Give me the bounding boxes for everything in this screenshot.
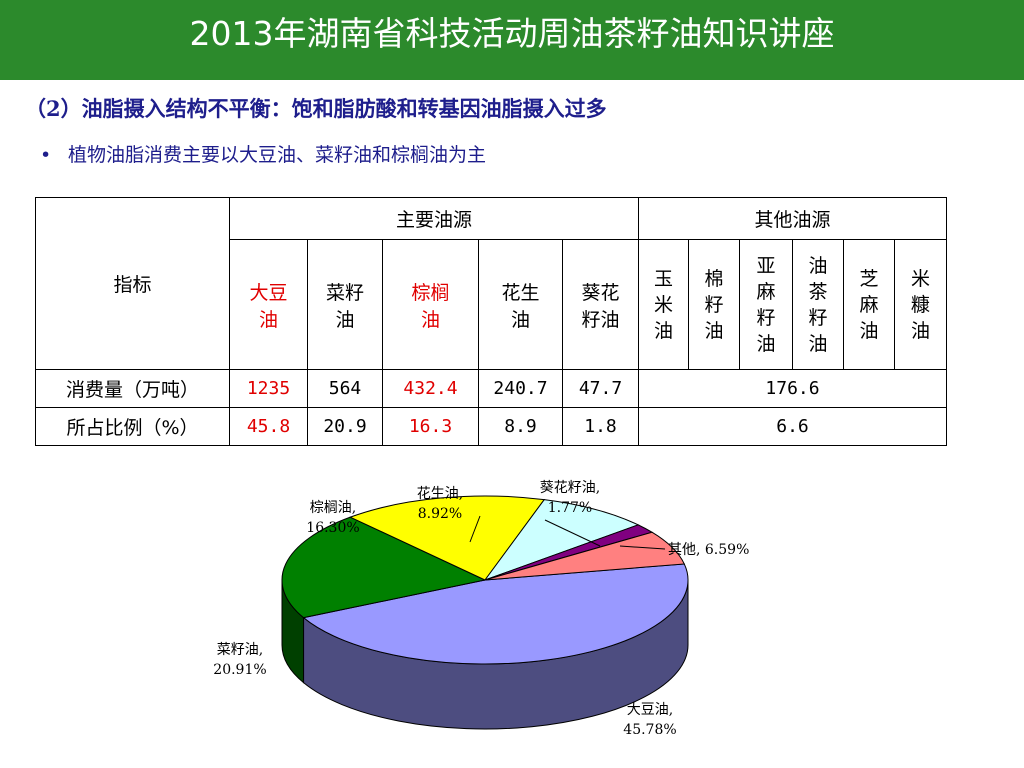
- oil-name-text: 籽: [756, 306, 776, 329]
- oil-share-pie-chart: 大豆油, 45.78% 菜籽油, 20.91% 棕榈油, 16.30% 花生油, 8.92% 葵…: [213, 480, 749, 738]
- pie-data-label: 葵花籽油, 1.77%: [540, 480, 600, 516]
- table-cell: 16.3: [382, 407, 479, 446]
- table-cell: 1.8: [562, 407, 639, 446]
- oil-name-text: 油: [808, 332, 828, 355]
- group-other-header: 其他油源: [638, 197, 947, 240]
- group-main-header: 主要油源: [229, 197, 639, 240]
- table-cell: 1235: [229, 369, 308, 408]
- oil-name-cell: 大豆油: [229, 239, 308, 370]
- oil-name-text: 油: [258, 308, 278, 331]
- oil-name-text: 菜籽: [325, 281, 364, 304]
- other-oil-name-cell: 米糠油: [894, 239, 947, 370]
- table-cell: 8.9: [478, 407, 563, 446]
- oil-name-text: 油: [756, 332, 776, 355]
- oil-name-text: 米: [910, 267, 930, 290]
- bullet-text: 植物油脂消费主要以大豆油、菜籽油和棕榈油为主: [68, 144, 487, 166]
- other-oil-name-cell: 棉籽油: [688, 239, 740, 370]
- oil-name-text: 麻: [859, 293, 879, 316]
- slide-title: 2013年湖南省科技活动周油茶籽油知识讲座: [189, 14, 835, 53]
- oil-name-text: 葵花: [581, 281, 620, 304]
- oil-name-text: 油: [335, 308, 355, 331]
- table-cell: 47.7: [562, 369, 639, 408]
- row-header-cell: 指标: [35, 197, 230, 370]
- oil-name-text: 籽: [808, 306, 828, 329]
- oil-name-cell: 菜籽油: [307, 239, 383, 370]
- oil-name-text: 油: [420, 308, 440, 331]
- oil-name-cell: 棕榈油: [382, 239, 479, 370]
- oil-name-text: 花生: [501, 281, 540, 304]
- row-label: 所占比例（%）: [35, 407, 230, 446]
- pie-leader-line: [544, 519, 601, 547]
- oil-name-text: 亚: [756, 254, 776, 277]
- table-cell-other: 176.6: [638, 369, 947, 408]
- oil-name-text: 麻: [756, 280, 776, 303]
- oil-name-cell: 花生油: [478, 239, 563, 370]
- oil-name-text: 棕榈: [411, 281, 450, 304]
- bullet-dot-icon: •: [40, 144, 52, 166]
- pie-data-label: 花生油, 8.92%: [417, 486, 463, 522]
- pie-leader-line: [619, 545, 666, 550]
- oil-name-text: 籽: [704, 293, 724, 316]
- oil-name-text: 油: [859, 319, 879, 342]
- pie-slice: [302, 563, 689, 665]
- other-oil-name-cell: 油茶籽油: [792, 239, 844, 370]
- pie-slice: [349, 495, 546, 581]
- pie-data-label: 棕榈油, 16.30%: [306, 500, 359, 536]
- oil-name-text: 芝: [859, 267, 879, 290]
- pie-leader-line: [469, 515, 481, 543]
- oil-name-text: 棉: [704, 267, 724, 290]
- oil-name-text: 大豆: [249, 281, 288, 304]
- oil-name-text: 油: [910, 319, 930, 342]
- oil-name-text: 糠: [910, 293, 930, 316]
- table-row-consumption: 消费量（万吨） 1235 564 432.4 240.7 47.7 176.6: [35, 369, 947, 408]
- row-label: 消费量（万吨）: [35, 369, 230, 408]
- other-oil-name-cell: 芝麻油: [843, 239, 895, 370]
- table-cell: 564: [307, 369, 383, 408]
- pie-data-label: 大豆油, 45.78%: [623, 702, 676, 738]
- table-cell: 20.9: [307, 407, 383, 446]
- pie-slice: [281, 516, 487, 619]
- oil-name-cell: 葵花 籽油: [562, 239, 639, 370]
- other-oil-name-cell: 亚麻籽油: [739, 239, 793, 370]
- table-cell: 45.8: [229, 407, 308, 446]
- section-subtitle: （2）油脂摄入结构不平衡：饱和脂肪酸和转基因油脂摄入过多: [25, 96, 607, 121]
- table-cell: 240.7: [478, 369, 563, 408]
- pie-data-label: 菜籽油, 20.91%: [213, 642, 266, 678]
- table-cell-other: 6.6: [638, 407, 947, 446]
- table-row-share: 所占比例（%） 45.8 20.9 16.3 8.9 1.8 6.6: [35, 407, 947, 446]
- title-bar: 2013年湖南省科技活动周油茶籽油知识讲座: [0, 0, 1024, 80]
- pie-slice: [483, 499, 640, 582]
- oil-name-text: 玉: [653, 267, 673, 290]
- oil-name-text: 米: [653, 293, 673, 316]
- oil-name-row: 大豆油菜籽油棕榈油花生油葵花 籽油玉米油棉籽油亚麻籽油油茶籽油芝麻油米糠油: [36, 239, 947, 370]
- pie-slice: [484, 531, 686, 581]
- bullet-item: • 植物油脂消费主要以大豆油、菜籽油和棕榈油为主: [40, 140, 486, 167]
- oil-name-text: 油: [510, 308, 530, 331]
- oil-consumption-table: 指标 主要油源 其他油源 大豆油菜籽油棕榈油花生油葵花 籽油玉米油棉籽油亚麻籽油油…: [35, 197, 947, 446]
- oil-name-text: 茶: [808, 280, 828, 303]
- table-cell: 432.4: [382, 369, 479, 408]
- other-oil-name-cell: 玉米油: [638, 239, 689, 370]
- oil-name-text: 油: [704, 319, 724, 342]
- oil-name-text: 油: [808, 254, 828, 277]
- pie-data-label: 其他, 6.59%: [668, 542, 749, 558]
- oil-name-text: 籽油: [581, 308, 620, 331]
- oil-name-text: 油: [653, 319, 673, 342]
